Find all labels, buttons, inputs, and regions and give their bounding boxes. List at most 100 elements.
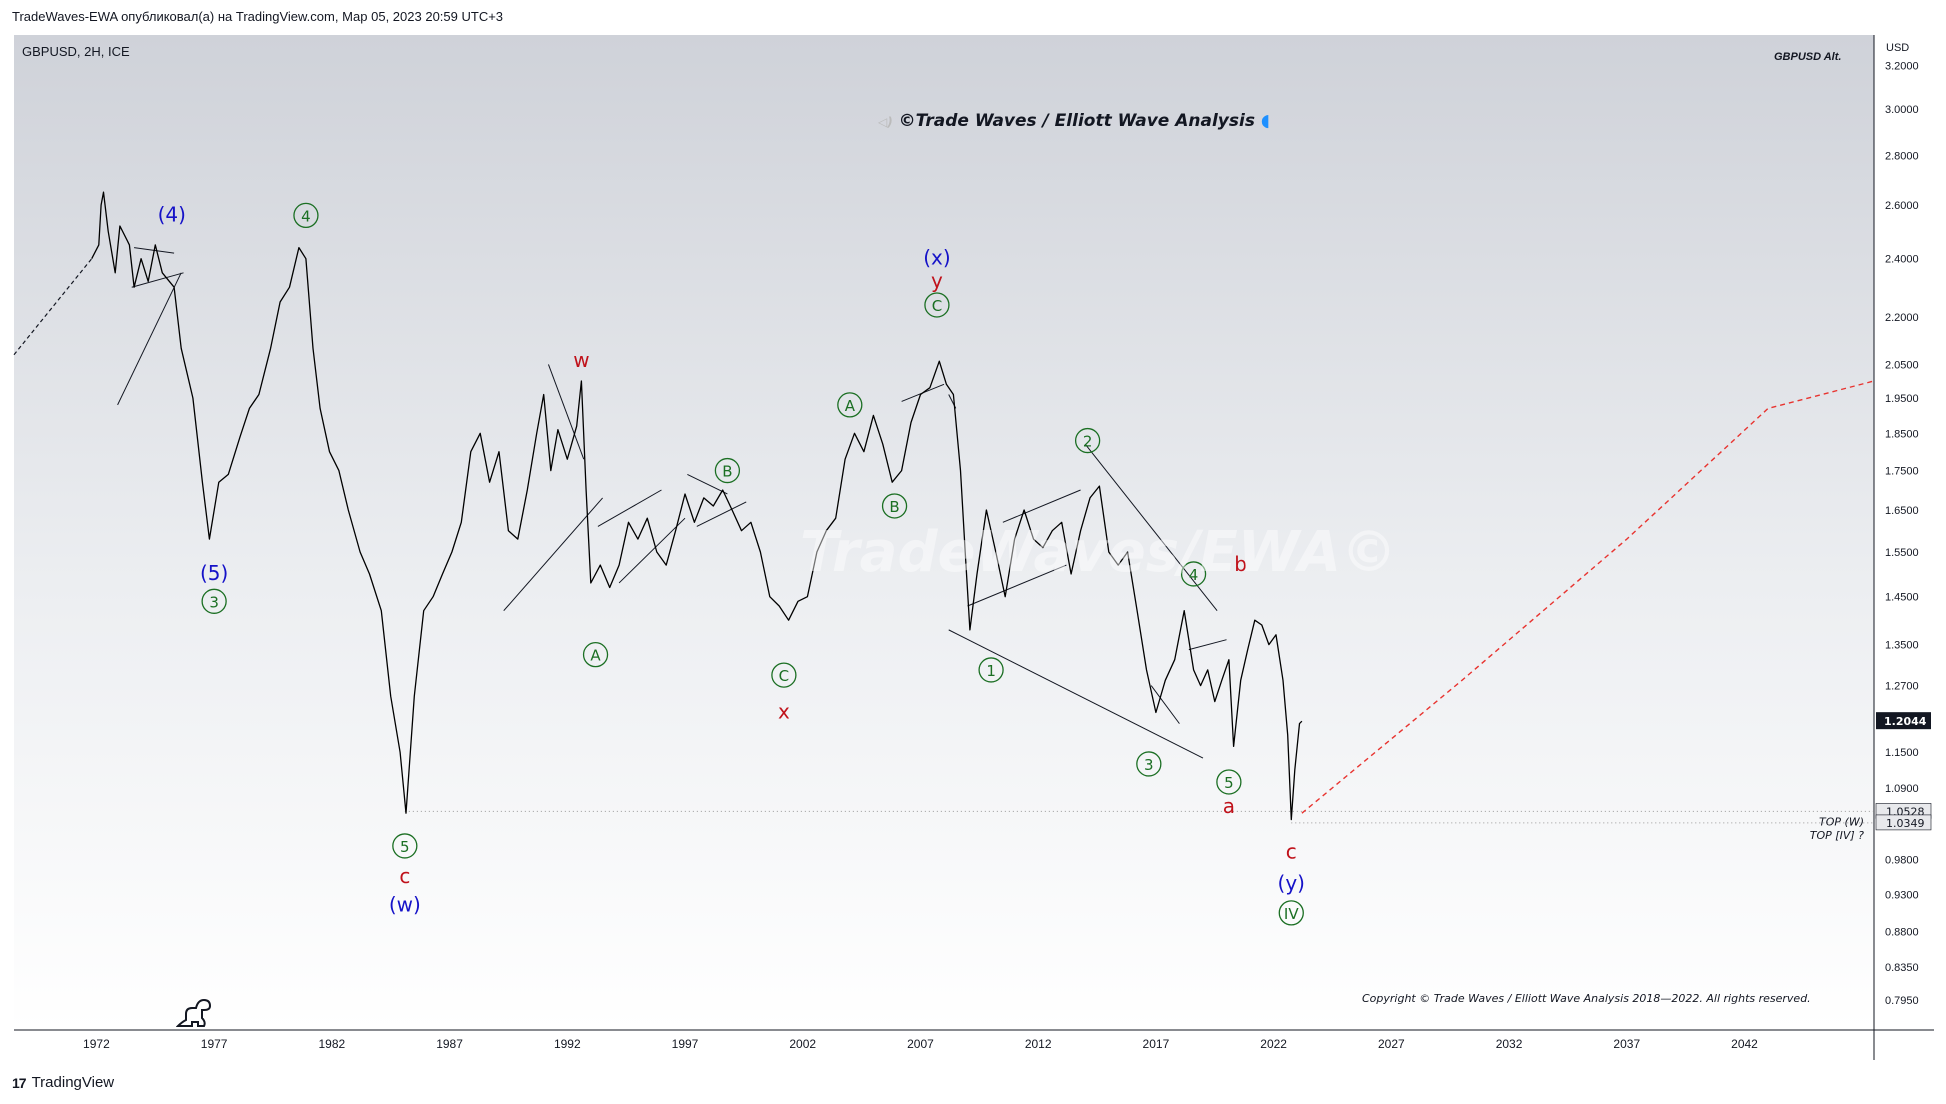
wave-label-circle xyxy=(392,833,418,859)
x-tick-label: 2017 xyxy=(1143,1037,1170,1051)
projection-line xyxy=(1301,380,1875,814)
trend-line xyxy=(618,517,686,584)
wave-label: x xyxy=(778,700,790,724)
x-tick-label: 1982 xyxy=(318,1037,345,1051)
wave-label: (5) xyxy=(200,561,228,585)
layout-alt-label: GBPUSD Alt. xyxy=(1774,51,1842,63)
wave-label: B xyxy=(889,498,899,516)
y-tick-label: 1.6500 xyxy=(1885,505,1919,517)
wave-label-circle xyxy=(881,493,908,519)
wave-label: c xyxy=(1286,840,1297,864)
trend-line xyxy=(1150,685,1180,724)
y-tick-label: 2.2000 xyxy=(1885,312,1919,324)
price-marker-label: 1.0349 xyxy=(1886,817,1925,830)
wave-icon: ◖ xyxy=(1260,111,1270,131)
wave-label: 2 xyxy=(1083,433,1093,451)
y-tick-label: 2.8000 xyxy=(1885,150,1919,162)
x-tick-label: 2002 xyxy=(789,1037,816,1051)
x-tick-label: 2007 xyxy=(907,1037,934,1051)
wave-label: B xyxy=(722,463,732,481)
wave-label: (y) xyxy=(1278,871,1305,895)
wave-label-circle xyxy=(771,662,797,688)
wave-label: a xyxy=(1223,794,1235,818)
x-tick-label: 2022 xyxy=(1260,1037,1287,1051)
wave-label: C xyxy=(779,667,789,685)
y-tick-label: 0.9800 xyxy=(1885,854,1919,866)
current-price-label: 1.2044 xyxy=(1884,715,1927,728)
wave-label: A xyxy=(590,647,601,665)
trend-line xyxy=(687,473,728,495)
wave-label-circle xyxy=(293,202,319,229)
y-tick-label: 1.2700 xyxy=(1885,681,1919,693)
wave-label: c xyxy=(399,864,410,888)
tradingview-logo-icon: 17 xyxy=(12,1074,27,1091)
currency-label: USD xyxy=(1886,42,1910,54)
current-price-box xyxy=(1876,712,1931,730)
wave-label: 3 xyxy=(209,593,219,611)
speaker-icon: ◁) xyxy=(878,115,893,129)
wave-label-circle xyxy=(1180,561,1207,587)
y-tick-label: 0.8350 xyxy=(1885,962,1919,974)
title-banner-text: ©Trade Waves / Elliott Wave Analysis xyxy=(898,111,1255,131)
level-label: TOP (W) xyxy=(1819,815,1864,828)
wave-label: w xyxy=(573,348,589,372)
trend-line xyxy=(503,497,603,612)
wave-label: C xyxy=(932,297,942,315)
trend-line xyxy=(967,564,1067,607)
y-tick-label: 1.1500 xyxy=(1885,747,1919,759)
wave-label-circle xyxy=(714,457,741,484)
wave-label-circle xyxy=(1074,427,1101,454)
y-tick-label: 1.7500 xyxy=(1885,466,1919,478)
x-tick-label: 2032 xyxy=(1496,1037,1523,1051)
y-tick-label: 1.9500 xyxy=(1885,393,1919,405)
y-tick-label: 1.4500 xyxy=(1885,592,1919,604)
wave-label-circle xyxy=(837,392,863,418)
trend-line xyxy=(1002,489,1081,523)
brand-name: TradingView xyxy=(31,1074,115,1091)
x-tick-label: 1997 xyxy=(672,1037,699,1051)
wave-label: 4 xyxy=(1189,566,1199,584)
y-tick-label: 2.0500 xyxy=(1885,359,1919,371)
symbol-label[interactable]: GBPUSD, 2H, ICE xyxy=(22,44,130,59)
wave-label: 4 xyxy=(301,207,311,225)
trend-line xyxy=(696,501,747,527)
dino-icon[interactable] xyxy=(176,996,212,1030)
trend-line xyxy=(547,364,585,460)
y-tick-label: 0.7950 xyxy=(1885,995,1919,1007)
wave-label: 5 xyxy=(400,838,410,856)
y-tick-label: 1.8500 xyxy=(1885,428,1919,440)
wave-label-circle xyxy=(201,588,227,614)
wave-label: (4) xyxy=(158,202,186,226)
trend-line xyxy=(1084,443,1218,612)
x-tick-label: 1977 xyxy=(201,1037,228,1051)
plot-background xyxy=(14,35,1874,1030)
x-tick-label: 2012 xyxy=(1025,1037,1052,1051)
x-tick-label: 1992 xyxy=(554,1037,581,1051)
trend-line xyxy=(131,272,184,288)
trend-line xyxy=(1188,639,1227,651)
price-marker-box xyxy=(1875,814,1932,831)
x-tick-label: 1972 xyxy=(83,1037,110,1051)
x-tick-label: 2042 xyxy=(1731,1037,1758,1051)
tradingview-brand[interactable]: 17 TradingView xyxy=(12,1074,114,1091)
y-tick-label: 3.2000 xyxy=(1885,61,1919,73)
y-tick-label: 0.8800 xyxy=(1885,927,1919,939)
x-tick-label: 2037 xyxy=(1613,1037,1640,1051)
wave-label-circle xyxy=(924,292,950,318)
wave-label-circle xyxy=(978,657,1004,683)
copyright-text: Copyright © Trade Waves / Elliott Wave A… xyxy=(1362,992,1811,1005)
watermark: TradeWaves/EWA© xyxy=(800,520,1397,585)
publish-line: TradeWaves-EWA опубликовал(а) на Trading… xyxy=(12,9,504,24)
wave-label-circle xyxy=(1278,900,1304,926)
y-tick-label: 3.0000 xyxy=(1885,104,1919,116)
wave-label: b xyxy=(1234,552,1247,576)
wave-label: 3 xyxy=(1144,756,1154,774)
price-series-line xyxy=(91,191,1303,821)
y-tick-label: 2.4000 xyxy=(1885,254,1919,266)
wave-label: A xyxy=(845,397,856,415)
y-tick-label: 0.9300 xyxy=(1885,890,1919,902)
level-label: TOP [IV] ? xyxy=(1810,829,1864,842)
wave-label: (x) xyxy=(923,246,950,270)
y-tick-label: 2.6000 xyxy=(1885,200,1919,212)
